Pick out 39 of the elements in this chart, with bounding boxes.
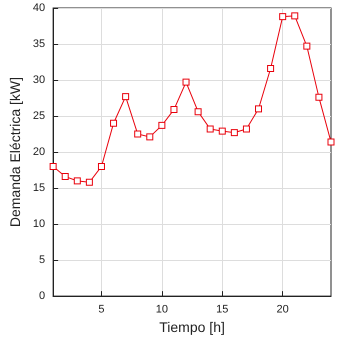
point [170, 106, 178, 114]
y-tick-label: 40 [32, 2, 46, 14]
y-tick-label: 10 [32, 218, 46, 230]
point [218, 128, 226, 135]
point [146, 133, 154, 140]
point [291, 12, 298, 20]
point [182, 78, 190, 86]
y-tick-label: 35 [32, 38, 46, 50]
point [230, 129, 238, 136]
x-axis-title: Tiempo [h] [159, 319, 225, 335]
point [315, 94, 322, 101]
y-tick-label: 25 [32, 110, 46, 122]
y-tick-label: 15 [32, 182, 46, 194]
point [206, 126, 214, 132]
point [122, 93, 130, 100]
x-tick-label: 20 [276, 304, 289, 316]
point [267, 65, 274, 72]
point [50, 162, 57, 170]
point [328, 138, 334, 146]
point [98, 162, 105, 170]
point [158, 122, 166, 129]
y-tick-label: 5 [39, 254, 46, 266]
y-tick-label: 0 [39, 290, 46, 302]
y-axis-title: Demanda Eléctrica [kW] [7, 76, 23, 228]
x-tick-label: 5 [98, 304, 105, 316]
y-tick-label: 20 [32, 146, 46, 158]
point [279, 13, 286, 20]
point [74, 177, 81, 184]
x-tick-label: 10 [156, 304, 168, 316]
point [134, 130, 142, 138]
point [86, 178, 93, 186]
y-tick-label: 30 [32, 74, 46, 86]
x-tick-label: 15 [216, 304, 228, 316]
point [110, 120, 118, 127]
point [62, 173, 69, 180]
point [194, 108, 202, 116]
point [303, 42, 310, 50]
point [242, 126, 250, 132]
point [255, 105, 262, 112]
